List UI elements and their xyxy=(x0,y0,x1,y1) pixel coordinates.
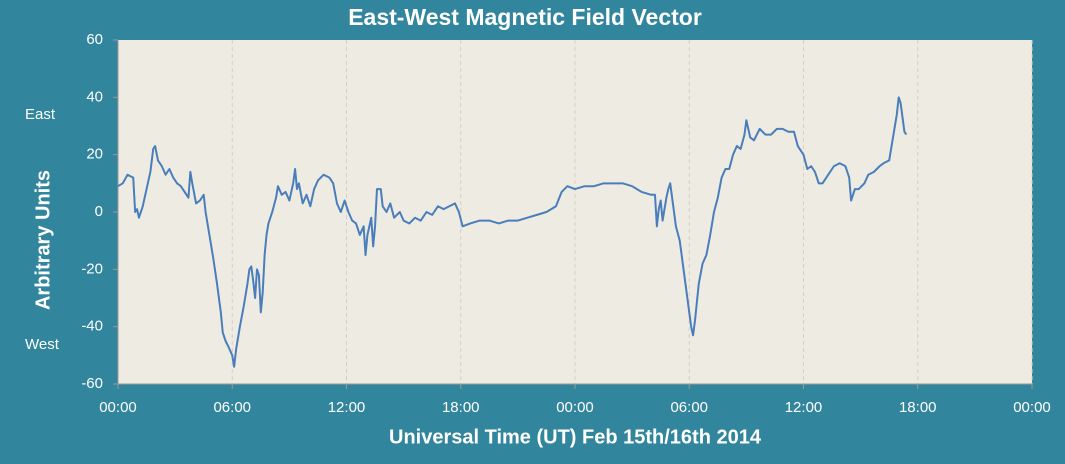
x-tick-label: 18:00 xyxy=(899,399,937,416)
x-tick-label: 00:00 xyxy=(1013,399,1051,416)
x-axis-label: Universal Time (UT) Feb 15th/16th 2014 xyxy=(389,426,762,448)
y-tick-label: -20 xyxy=(81,260,103,277)
y-tick-label: -40 xyxy=(81,318,103,335)
x-tick-label: 12:00 xyxy=(785,399,823,416)
y-tick-label: -60 xyxy=(81,375,103,392)
data-line xyxy=(117,96,908,368)
annotation: West xyxy=(25,336,60,353)
y-axis-label: Arbitrary Units xyxy=(32,170,54,310)
annotation: East xyxy=(25,106,56,123)
y-tick-label: 0 xyxy=(95,203,103,220)
y-tick-label: 20 xyxy=(86,146,103,163)
x-tick-label: 00:00 xyxy=(556,399,594,416)
y-tick-label: 60 xyxy=(86,31,103,48)
x-tick-label: 12:00 xyxy=(328,399,366,416)
chart-title: East-West Magnetic Field Vector xyxy=(348,4,702,30)
x-tick-label: 06:00 xyxy=(213,399,251,416)
y-tick-label: 40 xyxy=(86,88,103,105)
x-tick-label: 00:00 xyxy=(99,399,137,416)
x-tick-label: 18:00 xyxy=(442,399,480,416)
x-tick-label: 06:00 xyxy=(670,399,708,416)
